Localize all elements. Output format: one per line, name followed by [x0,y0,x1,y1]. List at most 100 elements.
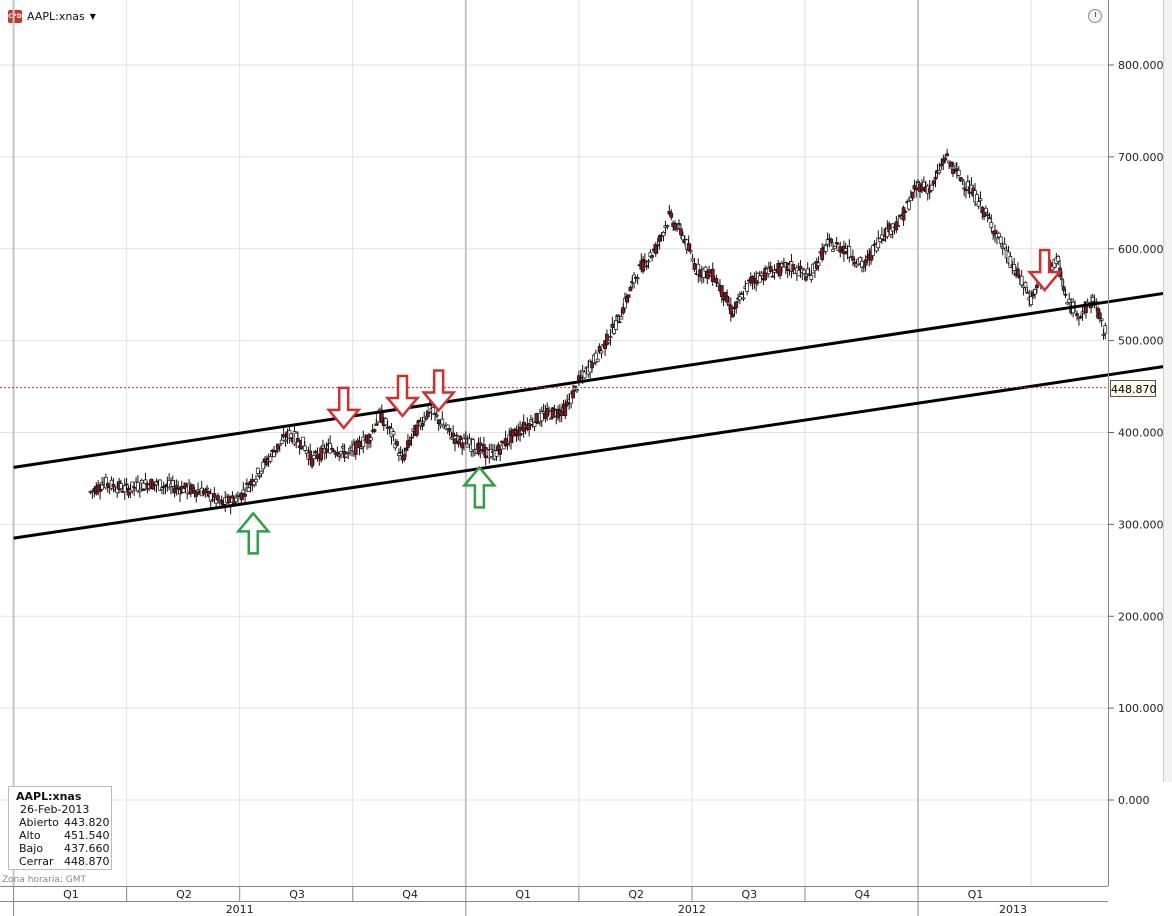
candle-body [851,256,855,261]
candle-body [575,389,579,392]
candle-body [547,409,551,412]
candle-body [989,222,994,228]
candle [910,191,915,201]
candle [644,262,649,271]
candle-body [976,201,981,207]
candle-body [463,437,468,440]
candle-body [929,184,934,191]
candle [301,436,305,447]
candle-body [646,260,651,263]
candle [395,439,399,447]
candle-body [1033,289,1037,295]
candle-body [440,418,445,425]
candle [677,219,681,229]
candle [498,444,503,462]
candle-body [1025,291,1030,294]
candle [1103,322,1108,340]
candle [945,148,949,157]
candle-body [143,479,148,484]
candle [255,467,260,477]
symbol-label[interactable]: AAPL:xnas [27,9,85,23]
candle-body [397,453,401,456]
candle-body [593,352,598,363]
candle-body [741,297,746,300]
candle [635,274,640,285]
candle [569,390,573,409]
candle-body [605,333,609,345]
candle-body [339,451,343,455]
candle-body [730,314,735,318]
scrollbar[interactable] [1163,0,1172,782]
candle-body [489,449,493,457]
candle-body [595,358,600,362]
candle [1075,310,1079,321]
candle-body [960,179,965,181]
candle-body [677,223,681,225]
candle [998,235,1003,248]
y-tick-label: 400.000 [1118,427,1164,440]
candle-body [257,475,262,478]
candle [595,358,600,362]
candle-body [1023,282,1028,288]
candle [608,328,613,346]
candle-body [124,483,129,486]
down-arrow-icon [384,374,421,418]
candle-body [335,451,340,456]
candle [1058,259,1062,279]
candle-body [219,499,224,502]
candle-body [635,277,640,280]
candle [632,271,636,289]
candle-body [539,410,544,422]
candle-body [1016,268,1020,277]
candle-body [619,316,624,320]
candle [669,209,674,221]
candle-body [1090,297,1095,302]
candle-body [217,501,222,504]
chart-header: CFD AAPL:xnas ▼ [8,8,96,24]
candle-body [626,294,631,298]
candle-body [978,198,983,202]
candle [741,290,746,302]
caret-down-icon[interactable]: ▼ [89,11,96,21]
candle [816,256,821,271]
x-quarter-label: Q2 [628,888,644,901]
candle-body [424,417,428,420]
info-row-low: Bajo 437.660 [19,842,110,855]
candle-body [111,484,116,488]
candle-body [987,217,992,220]
candle-body [402,454,407,460]
candle-body [614,320,618,330]
candle-body [703,266,708,272]
candle-body [759,272,764,276]
candle-body [170,480,175,487]
candle-body [203,489,208,494]
candle [688,243,693,255]
candle-body [359,446,364,449]
candle-body [823,245,828,252]
candle [454,431,459,443]
candle [328,435,332,455]
candle [1019,270,1024,288]
candle [563,399,568,420]
info-row-open: Abierto 443.820 [19,816,110,829]
candle [527,422,531,437]
candle [559,406,564,422]
candle [397,448,401,462]
signal-arrows [235,248,1063,555]
candle-body [643,260,647,263]
x-quarter-label: Q4 [402,888,418,901]
candle [344,453,349,459]
candle [599,348,604,359]
candle-body [372,429,377,432]
candle-body [985,214,990,217]
candle-body [881,239,886,241]
candle-body [460,443,465,449]
candle-body [105,483,110,487]
candle [383,417,388,427]
candle-body [160,487,164,490]
x-quarter-label: Q3 [289,888,305,901]
candle [1033,288,1037,299]
clock-settings-icon[interactable] [1088,9,1102,23]
